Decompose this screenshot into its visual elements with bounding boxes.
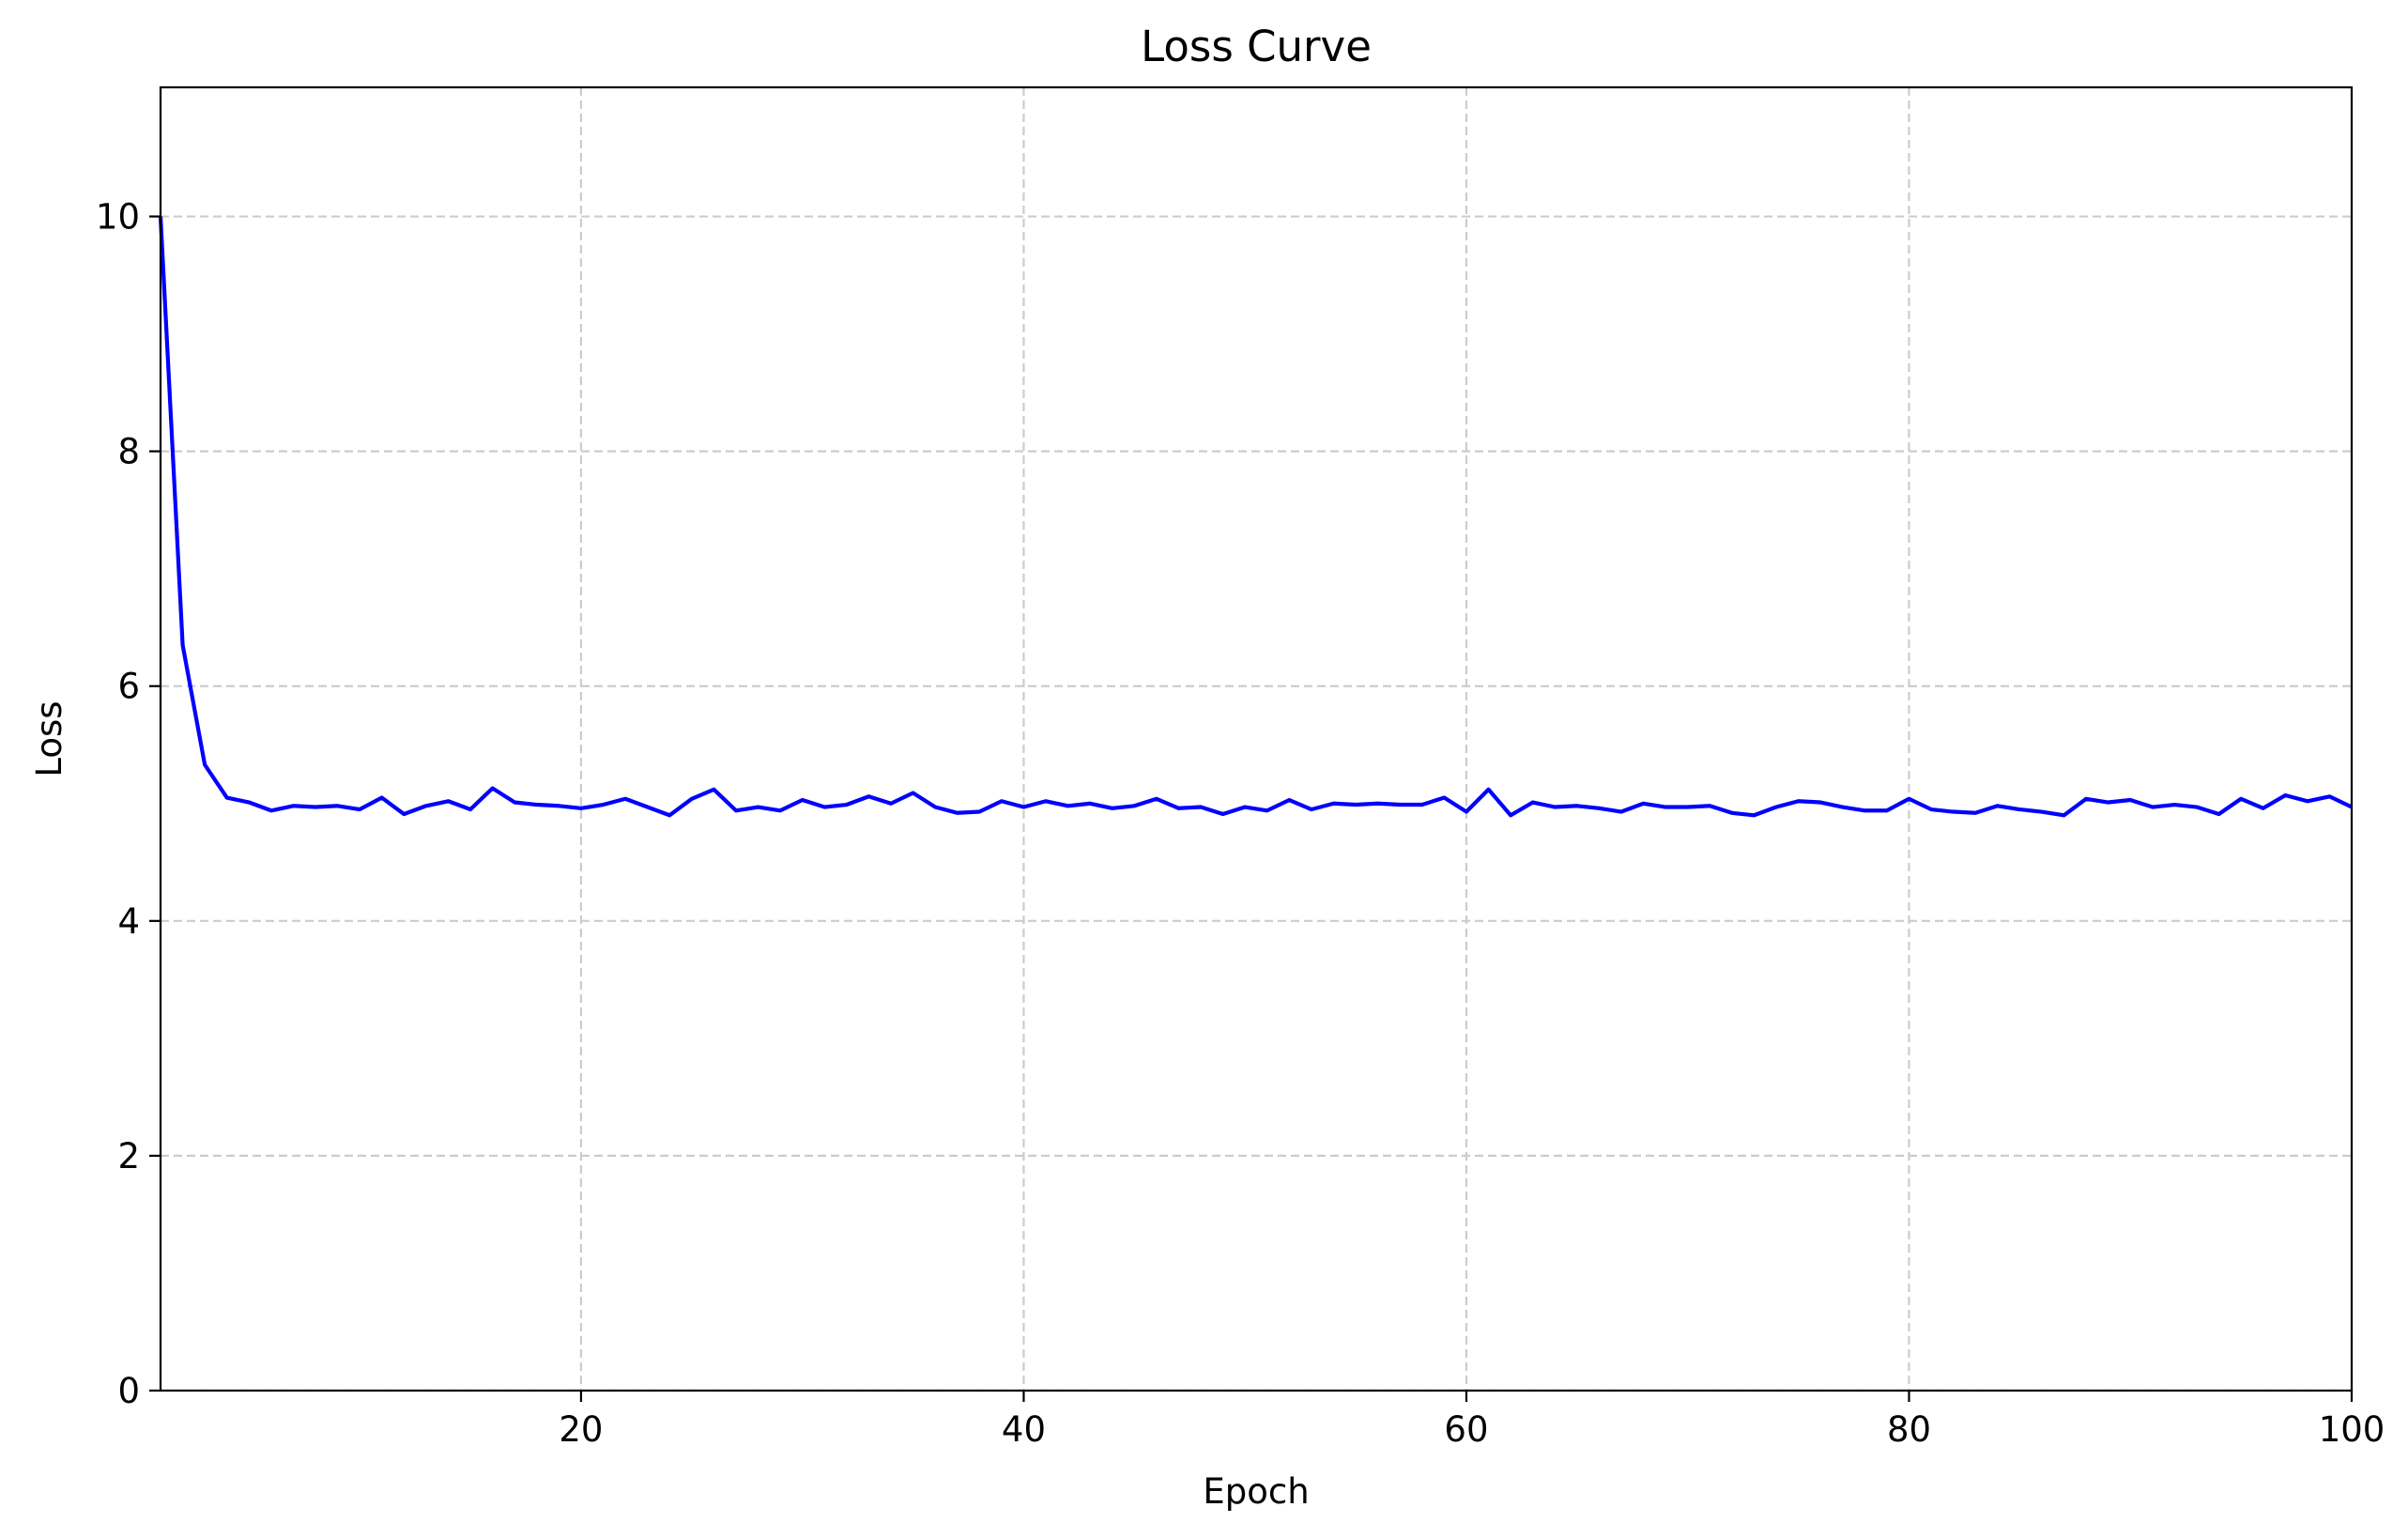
x-tick-label: 100: [2319, 1409, 2385, 1450]
y-tick-label: 8: [117, 432, 140, 472]
y-tick-label: 10: [96, 197, 140, 238]
y-tick-label: 2: [117, 1136, 140, 1177]
axis-ticks: 20 40 60 80 100 0 2 4 6 8 10: [96, 197, 2385, 1450]
x-axis-title: Epoch: [1203, 1471, 1309, 1512]
plot-area: [158, 216, 2353, 818]
y-tick-label: 0: [117, 1371, 140, 1411]
chart-title: Loss Curve: [1141, 22, 1372, 71]
y-axis-title: Loss: [29, 700, 69, 777]
y-tick-label: 4: [117, 901, 140, 942]
axes-frame: [159, 85, 2354, 1392]
loss-series-line: [158, 216, 2353, 818]
y-tick-label: 6: [117, 667, 140, 707]
x-tick-label: 60: [1444, 1409, 1488, 1450]
x-tick-label: 40: [1002, 1409, 1046, 1450]
x-tick-label: 80: [1887, 1409, 1931, 1450]
x-tick-label: 20: [559, 1409, 603, 1450]
